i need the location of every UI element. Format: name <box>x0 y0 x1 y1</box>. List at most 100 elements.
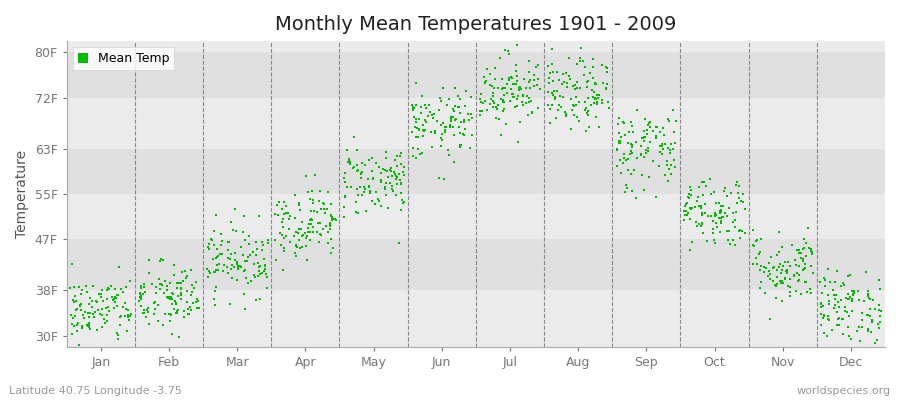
Point <box>442 124 456 130</box>
Point <box>797 266 812 272</box>
Point <box>365 175 380 181</box>
Point <box>805 248 819 255</box>
Point <box>76 325 90 332</box>
Point <box>133 295 148 302</box>
Point <box>181 306 195 312</box>
Point <box>436 85 450 92</box>
Point <box>830 322 844 328</box>
Point <box>230 277 244 283</box>
Point <box>495 76 509 82</box>
Point <box>828 296 842 302</box>
Point <box>172 280 186 286</box>
Point <box>796 258 810 264</box>
Point <box>313 188 328 194</box>
Point <box>779 267 794 273</box>
Point <box>308 172 322 178</box>
Point <box>341 158 356 164</box>
Point <box>863 296 878 303</box>
Point <box>865 316 879 323</box>
Point <box>501 51 516 57</box>
Point <box>589 113 603 120</box>
Point <box>717 210 732 216</box>
Point <box>646 158 661 164</box>
Point <box>626 129 640 136</box>
Point <box>160 287 175 293</box>
Point <box>68 312 82 319</box>
Point <box>626 142 640 148</box>
Point <box>714 206 728 213</box>
Point <box>175 290 189 296</box>
Point <box>712 214 726 221</box>
Point <box>174 292 188 298</box>
Point <box>357 185 372 192</box>
Point <box>445 117 459 124</box>
Point <box>706 236 721 243</box>
Point <box>726 236 741 243</box>
Point <box>447 159 462 166</box>
Point <box>546 78 561 84</box>
Point <box>612 139 626 146</box>
Point <box>113 313 128 320</box>
Point <box>644 124 658 130</box>
Point <box>154 281 168 287</box>
Point <box>100 312 114 319</box>
Point <box>384 168 399 174</box>
Point <box>166 272 181 278</box>
Point <box>649 194 663 200</box>
Point <box>792 247 806 254</box>
Point <box>753 267 768 273</box>
Point <box>616 155 631 161</box>
Point <box>872 277 886 284</box>
Point <box>208 288 222 294</box>
Point <box>580 78 595 84</box>
Point <box>738 206 752 212</box>
Point <box>396 200 410 206</box>
Point <box>326 245 340 251</box>
Point <box>438 124 453 130</box>
Point <box>851 324 866 330</box>
Point <box>502 98 517 104</box>
Point <box>521 95 535 102</box>
Point <box>563 126 578 132</box>
Point <box>548 96 562 102</box>
Point <box>775 244 789 250</box>
Point <box>516 93 530 100</box>
Point <box>529 64 544 70</box>
Point <box>652 143 667 149</box>
Point <box>580 110 594 117</box>
Point <box>67 299 81 305</box>
Point <box>81 323 95 329</box>
Point <box>489 115 503 122</box>
Point <box>806 270 821 277</box>
Point <box>111 292 125 298</box>
Point <box>641 148 655 154</box>
Point <box>828 302 842 309</box>
Point <box>614 170 628 176</box>
Point <box>321 229 336 235</box>
Point <box>112 264 127 270</box>
Point <box>813 278 827 285</box>
Point <box>487 85 501 91</box>
Point <box>151 302 166 308</box>
Point <box>441 146 455 153</box>
Point <box>317 200 331 207</box>
Point <box>449 116 464 123</box>
Point <box>439 102 454 108</box>
Point <box>653 143 668 149</box>
Point <box>497 98 511 105</box>
Point <box>694 222 708 229</box>
Point <box>374 179 388 185</box>
Point <box>715 214 729 220</box>
Point <box>306 224 320 230</box>
Point <box>824 278 838 285</box>
Point <box>544 45 559 52</box>
Point <box>506 80 520 87</box>
Point <box>111 335 125 342</box>
Point <box>696 192 710 198</box>
Point <box>802 245 816 252</box>
Point <box>746 261 760 267</box>
Point <box>166 290 181 297</box>
Point <box>343 161 357 168</box>
Point <box>464 132 479 138</box>
Point <box>435 136 449 143</box>
